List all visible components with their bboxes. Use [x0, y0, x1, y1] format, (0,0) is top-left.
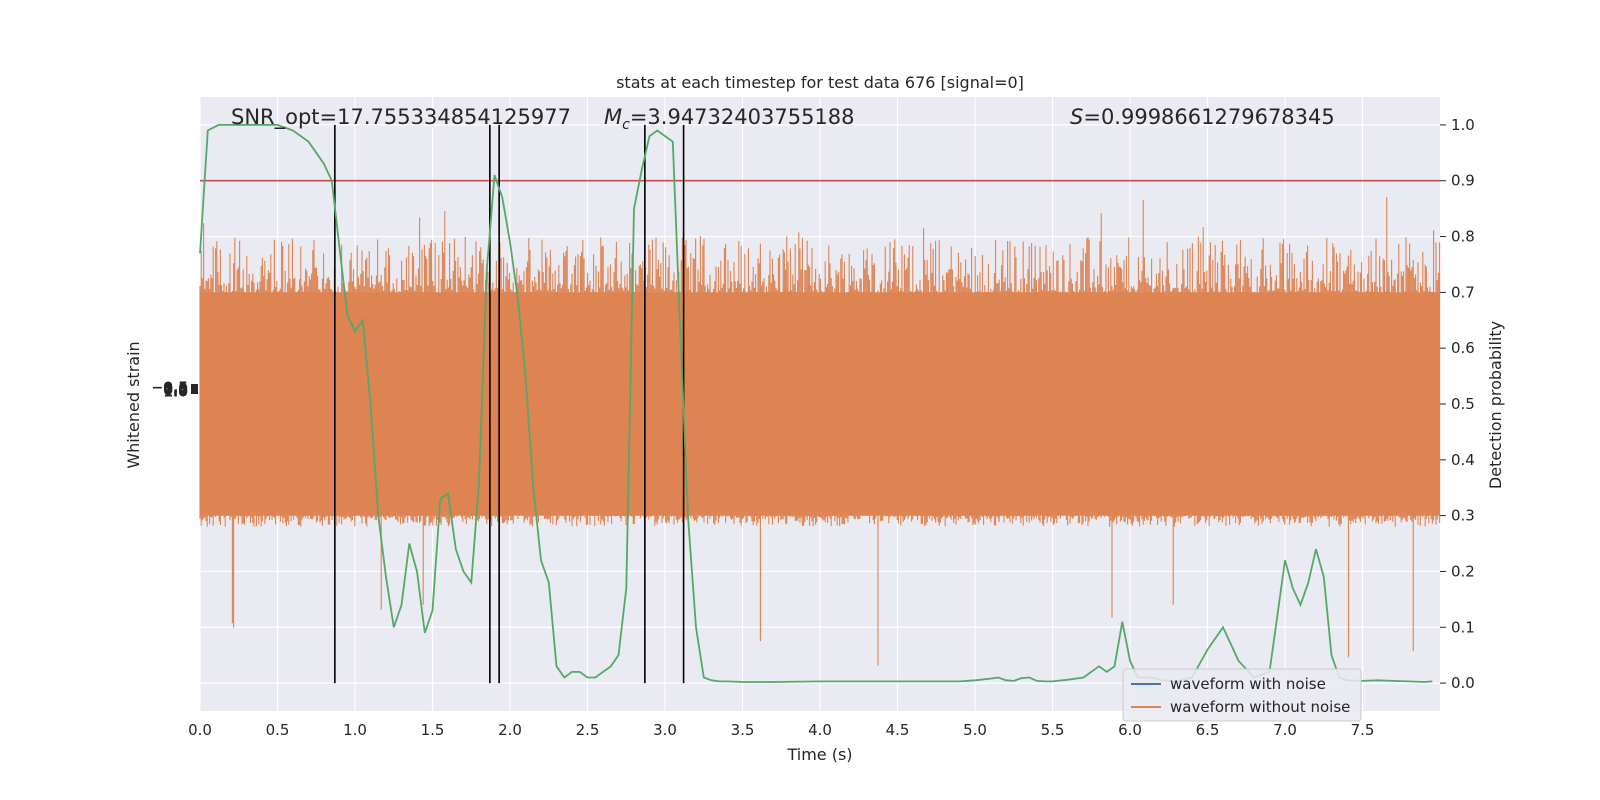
legend-box [1122, 668, 1362, 722]
x-tick-label: 4.5 [886, 721, 910, 739]
y-tick-label: 0.6 [1451, 339, 1475, 357]
x-tick-label: 1.5 [421, 721, 445, 739]
left-y-tick-label: 0.0 [163, 381, 188, 397]
x-tick-label: 5.5 [1041, 721, 1065, 739]
s-score-value: =0.9998661279678345 [1083, 105, 1334, 129]
x-axis-label: Time (s) [786, 745, 852, 764]
y-tick-label: 0.8 [1451, 228, 1475, 246]
s-score-symbol: S [1070, 105, 1083, 129]
y-tick-label: 0.4 [1451, 451, 1475, 469]
noise-waveform-path [199, 197, 1441, 666]
chirp-mass-annotation: Mc=3.94732403755188 [604, 105, 855, 133]
legend-label-without-noise: waveform without noise [1170, 698, 1350, 716]
right-y-axis-label: Detection probability [1486, 321, 1505, 489]
chirp-mass-symbol: M [604, 105, 622, 129]
probability-line [199, 124, 1433, 683]
x-tick-label: 1.0 [343, 721, 367, 739]
y-tick-label: 0.0 [1451, 674, 1475, 692]
noise-waveform-series [199, 197, 1441, 666]
y-tick-label: 1.0 [1451, 116, 1475, 134]
x-tick-label: 2.0 [498, 721, 522, 739]
y-tick-label: 0.7 [1451, 283, 1475, 301]
x-tick-label: 3.5 [731, 721, 755, 739]
x-tick-label: 3.0 [653, 721, 677, 739]
left-y-tick-label: 0.5 [163, 383, 188, 399]
x-tick-label: 0.5 [266, 721, 290, 739]
legend-label-with-noise: waveform with noise [1170, 675, 1326, 693]
chart-title: stats at each timestep for test data 676… [616, 73, 1024, 92]
left-y-axis-label: Whitened strain [124, 341, 143, 468]
y-tick-label: 0.5 [1451, 395, 1475, 413]
legend: waveform with noise waveform without noi… [1122, 668, 1362, 722]
left-y-tick-label: 1.0 [163, 384, 188, 400]
snr-annotation: SNR_opt=17.755334854125977 [231, 105, 571, 130]
x-tick-label: 7.0 [1273, 721, 1297, 739]
x-tick-label: 5.0 [963, 721, 987, 739]
x-tick-label: 0.0 [188, 721, 212, 739]
left-y-tick-label: −0.5 [151, 380, 188, 396]
x-tick-label: 2.5 [576, 721, 600, 739]
x-tick-label: 6.0 [1118, 721, 1142, 739]
y-tick-label: 0.3 [1451, 507, 1475, 525]
left-y-axis-ticks: −0.50.00.51.0 [151, 380, 198, 400]
x-tick-label: 4.0 [808, 721, 832, 739]
event-marker-lines [334, 124, 685, 684]
s-score-annotation: S=0.9998661279678345 [1070, 105, 1335, 129]
detection-probability-series [199, 124, 1433, 683]
y-tick-label: 0.1 [1451, 618, 1475, 636]
x-tick-label: 7.5 [1351, 721, 1375, 739]
y-tick-label: 0.9 [1451, 172, 1475, 190]
y-tick-label: 0.2 [1451, 562, 1475, 580]
left-y-tick-marks [191, 384, 198, 394]
chirp-mass-value: =3.94732403755188 [630, 105, 855, 129]
x-tick-label: 6.5 [1196, 721, 1220, 739]
chirp-mass-subscript: c [622, 117, 630, 133]
x-axis-ticks: 0.0 0.5 1.0 1.5 2.0 2.5 3.0 3.5 4.0 4.5 5.0 5.5 6.0 6… [188, 721, 1374, 739]
right-y-axis-ticks: 0.0 0.1 0.2 0.3 0.4 0.5 0.6 0.7 0.8 0.9 1.0 [1440, 116, 1475, 692]
